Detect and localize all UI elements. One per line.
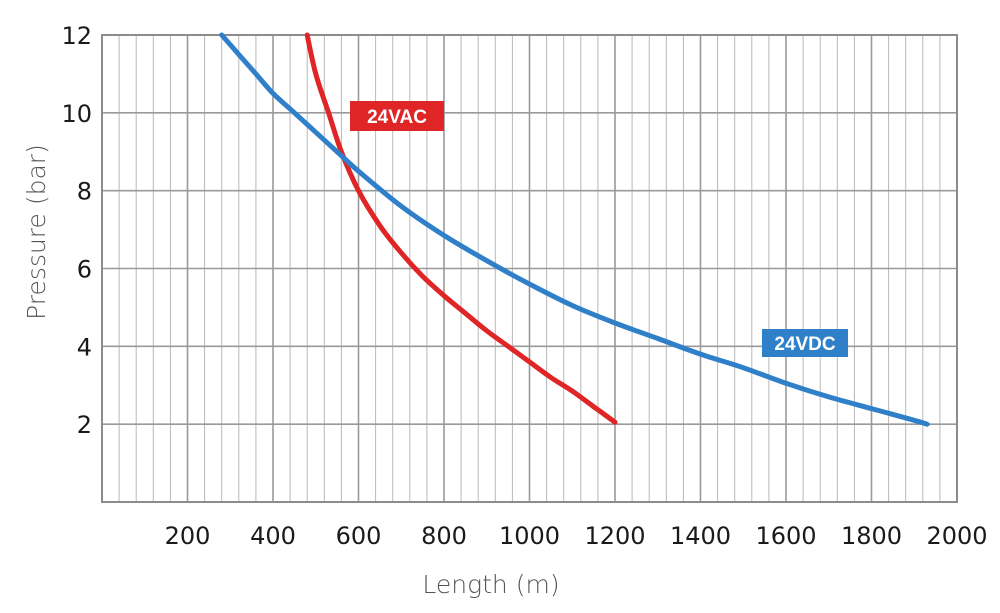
tag-24vac-box [350, 101, 444, 131]
y-tick-label: 2 [77, 411, 92, 439]
y-tick-label: 10 [61, 100, 92, 128]
x-axis-title: Length (m) [422, 570, 559, 599]
series-line-24vac [304, 32, 618, 425]
x-tick-labels: 200 400 600 800 1000 1200 1400 1600 1800 2000 [165, 522, 988, 550]
x-tick-label: 200 [165, 522, 211, 550]
y-tick-label: 4 [77, 333, 92, 361]
plot-frame [101, 34, 958, 503]
series-layer [219, 32, 930, 427]
series-tags: 24VAC 24VDC [350, 101, 848, 357]
x-tick-label: 400 [250, 522, 296, 550]
tag-24vac-text: 24VAC [367, 107, 427, 128]
x-tick-label: 800 [421, 522, 467, 550]
tag-24vdc-text: 24VDC [774, 334, 836, 355]
y-axis-title: Pressure (bar) [22, 144, 51, 320]
x-tick-label: 1200 [584, 522, 645, 550]
x-tick-label: 600 [336, 522, 382, 550]
x-tick-label: 1000 [499, 522, 560, 550]
x-tick-label: 1800 [841, 522, 902, 550]
y-tick-labels: 2 4 6 8 10 12 [61, 22, 92, 439]
x-tick-label: 1600 [755, 522, 816, 550]
x-tick-label: 1400 [670, 522, 731, 550]
tag-24vac: 24VAC [350, 101, 444, 131]
tag-24vdc-box [762, 329, 848, 357]
y-tick-label: 8 [77, 178, 92, 206]
grid-major-lines [102, 34, 958, 502]
y-tick-label: 12 [61, 22, 92, 50]
tag-24vdc: 24VDC [762, 329, 848, 357]
y-tick-label: 6 [77, 256, 92, 284]
x-tick-label: 2000 [926, 522, 987, 550]
series-line-24vdc [219, 32, 930, 427]
